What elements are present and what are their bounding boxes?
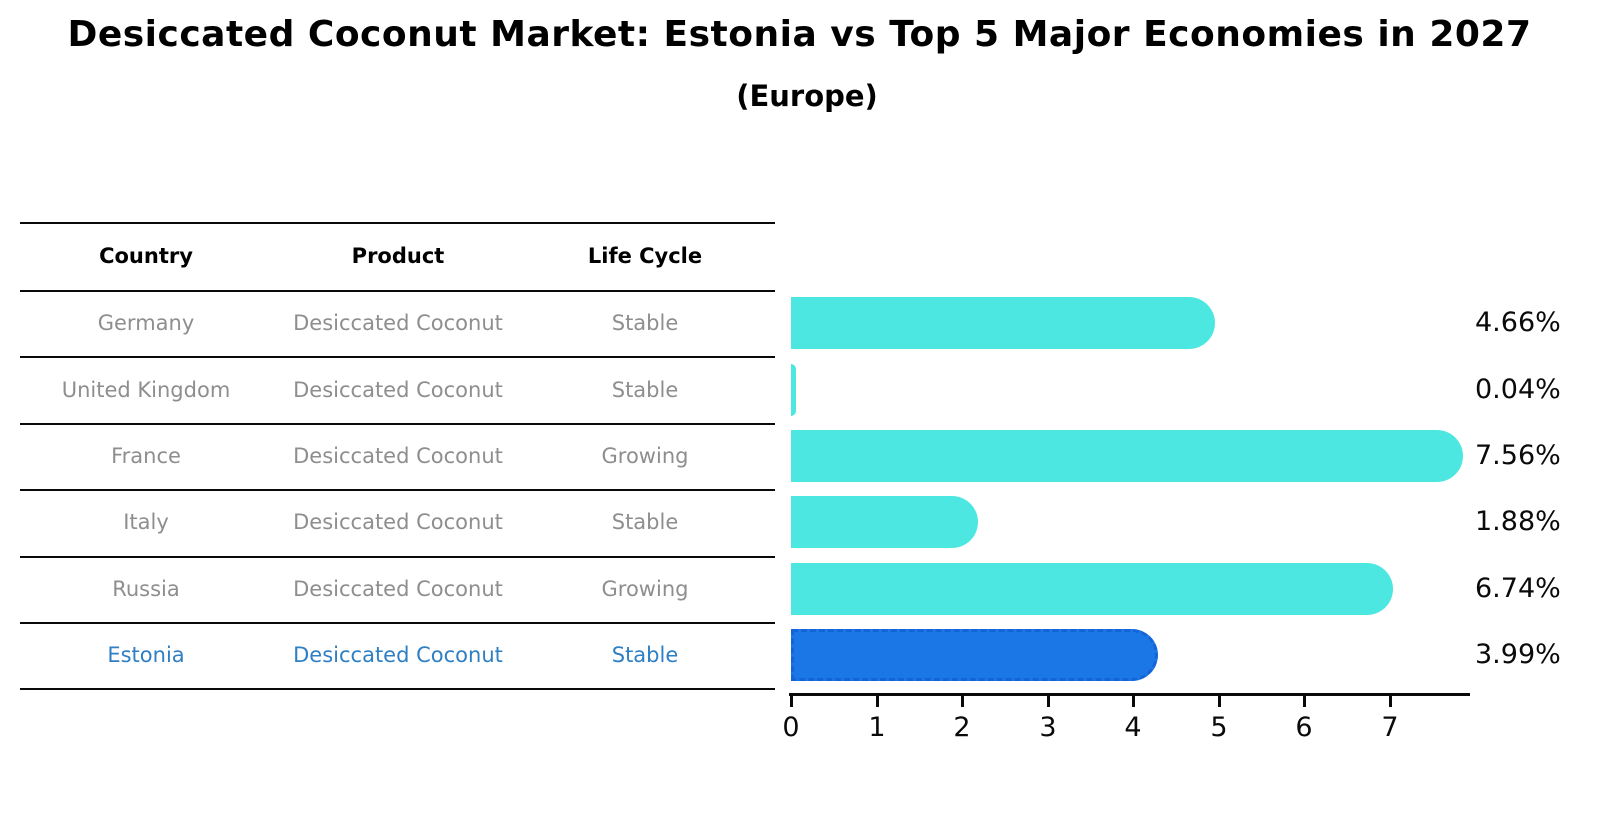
- chart-title: Desiccated Coconut Market: Estonia vs To…: [67, 14, 1532, 55]
- table-cell-product: Desiccated Coconut: [293, 643, 503, 667]
- bar-italy: [791, 496, 978, 548]
- table-grid-line: [20, 622, 775, 624]
- bar-highlight-estonia: [791, 629, 1158, 681]
- x-axis-tick-label: 4: [1124, 712, 1142, 743]
- bar-france: [791, 430, 1463, 482]
- table-cell-product: Desiccated Coconut: [293, 577, 503, 601]
- bar-germany: [791, 297, 1215, 349]
- bar-value-label: 7.56%: [1475, 440, 1561, 471]
- x-axis-tick-label: 2: [953, 712, 971, 743]
- table-grid-line: [20, 222, 775, 224]
- table-cell-country: Russia: [112, 577, 180, 601]
- table-grid-line: [20, 688, 775, 690]
- x-axis-line: [789, 693, 1470, 696]
- bar-value-label: 1.88%: [1475, 506, 1561, 537]
- bar-value-label: 6.74%: [1475, 573, 1561, 604]
- table-cell-country: United Kingdom: [61, 378, 231, 402]
- table-cell-life_cycle: Growing: [601, 577, 689, 601]
- x-axis-tick-label: 3: [1039, 712, 1057, 743]
- chart-subtitle: (Europe): [736, 79, 878, 113]
- x-axis-tick-label: 1: [868, 712, 886, 743]
- x-axis-tick: [1389, 696, 1392, 707]
- table-grid-line: [20, 556, 775, 558]
- x-axis-tick: [1218, 696, 1221, 707]
- table-grid-line: [20, 356, 775, 358]
- table-cell-country: Germany: [97, 311, 195, 335]
- x-axis-tick-label: 6: [1295, 712, 1313, 743]
- x-axis-tick: [1303, 696, 1306, 707]
- bar-russia: [791, 563, 1393, 615]
- x-axis-tick: [1132, 696, 1135, 707]
- table-cell-life_cycle: Growing: [601, 444, 689, 468]
- x-axis-tick: [961, 696, 964, 707]
- bar-value-label: 0.04%: [1475, 374, 1561, 405]
- x-axis-tick: [790, 696, 793, 707]
- table-cell-country: France: [111, 444, 181, 468]
- table-cell-life_cycle: Stable: [611, 643, 679, 667]
- x-axis-tick: [1047, 696, 1050, 707]
- table-cell-product: Desiccated Coconut: [293, 311, 503, 335]
- table-cell-life_cycle: Stable: [611, 378, 679, 402]
- table-grid-line: [20, 290, 775, 292]
- bar-value-label: 4.66%: [1475, 307, 1561, 338]
- table-cell-life_cycle: Stable: [611, 311, 679, 335]
- table-header-product: Product: [351, 244, 445, 268]
- x-axis-tick-label: 5: [1210, 712, 1228, 743]
- table-cell-product: Desiccated Coconut: [293, 510, 503, 534]
- table-cell-product: Desiccated Coconut: [293, 378, 503, 402]
- table-grid-line: [20, 489, 775, 491]
- table-grid-line: [20, 423, 775, 425]
- bar-united-kingdom: [791, 364, 796, 416]
- table-cell-country: Italy: [123, 510, 169, 534]
- table-header-country: Country: [99, 244, 193, 268]
- table-cell-product: Desiccated Coconut: [293, 444, 503, 468]
- x-axis-tick-label: 7: [1381, 712, 1399, 743]
- bar-value-label: 3.99%: [1475, 639, 1561, 670]
- x-axis-tick: [876, 696, 879, 707]
- x-axis-tick-label: 0: [782, 712, 800, 743]
- table-cell-country: Estonia: [107, 643, 185, 667]
- table-cell-life_cycle: Stable: [611, 510, 679, 534]
- table-header-life-cycle: Life Cycle: [587, 244, 703, 268]
